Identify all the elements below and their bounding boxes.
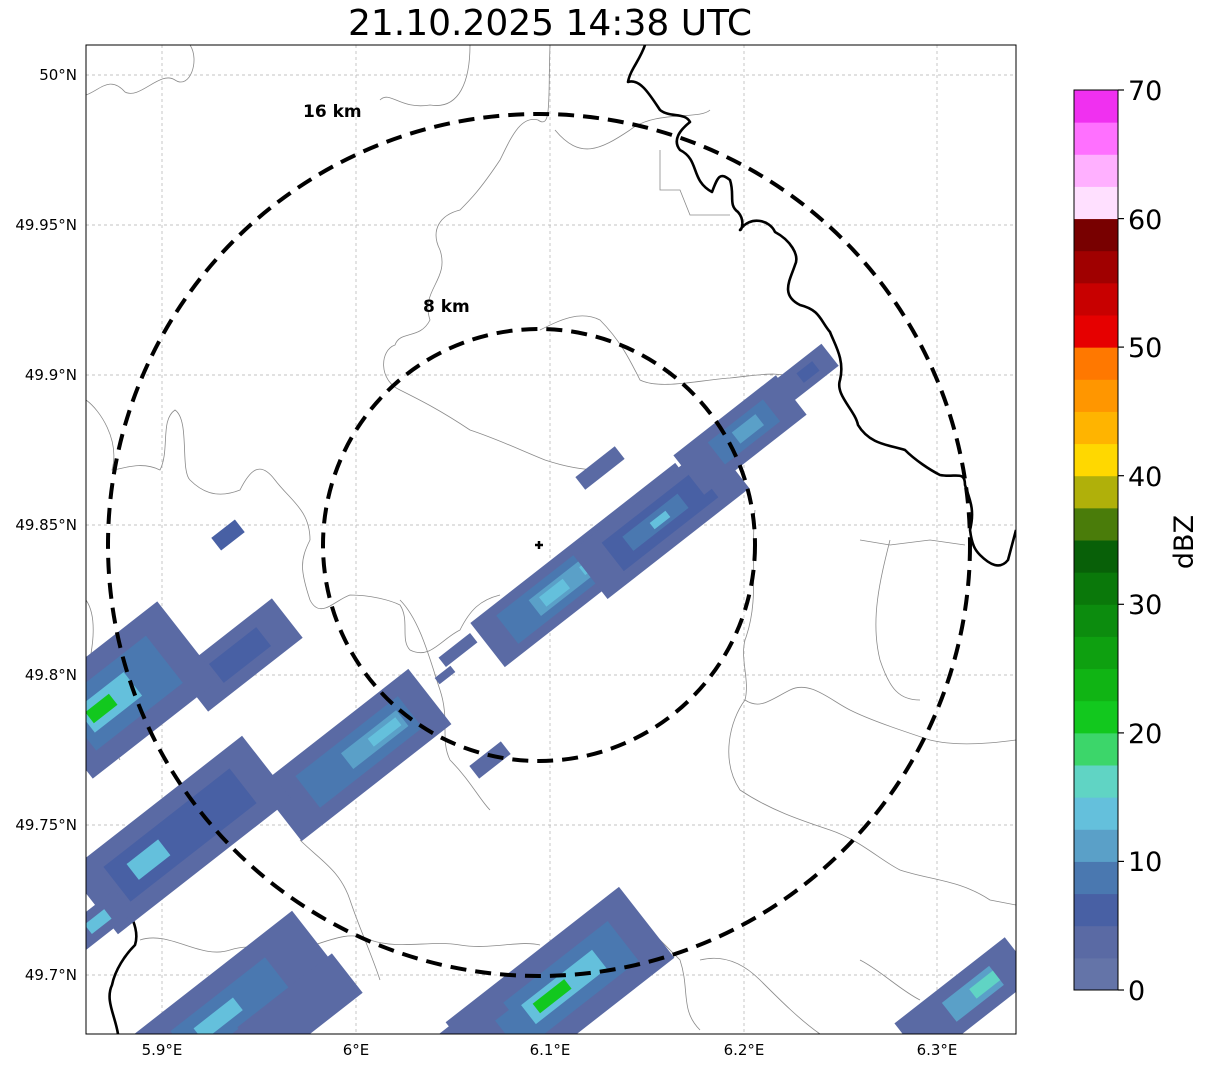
colorbar-segment: [1074, 732, 1118, 766]
colorbar-segment: [1074, 443, 1118, 477]
colorbar-segment: [1074, 829, 1118, 862]
x-tick-labels: 5.9°E 6°E 6.1°E 6.2°E 6.3°E: [142, 1041, 958, 1059]
colorbar-segment: [1074, 893, 1118, 927]
colorbar-segment: [1074, 90, 1118, 123]
colorbar-segment: [1074, 122, 1118, 155]
colorbar-ticks: [1118, 89, 1124, 991]
radar-echoes: [86, 343, 1016, 1034]
y-tick-label: 49.85°N: [15, 516, 77, 534]
colorbar-segment: [1074, 765, 1118, 798]
colorbar-tick-label: 70: [1128, 76, 1162, 107]
colorbar-segment: [1074, 250, 1118, 284]
x-tick-label: 6°E: [343, 1041, 370, 1059]
gridlines: [86, 45, 1016, 1034]
colorbar-segment: [1074, 475, 1118, 509]
colorbar-segment: [1074, 282, 1118, 316]
map-frame: [85, 44, 1017, 1035]
range-ring-8km: [321, 327, 757, 763]
colorbar-segment: [1074, 925, 1118, 959]
colorbar-segment: [1074, 668, 1118, 702]
colorbar-segment: [1074, 411, 1118, 445]
colorbar-segment: [1074, 315, 1118, 348]
colorbar-segment: [1074, 700, 1118, 734]
colorbar-segment: [1074, 957, 1118, 991]
map-plot-area: 16 km 8 km: [86, 45, 1016, 1034]
y-tick-label: 49.9°N: [25, 366, 77, 384]
colorbar-segment: [1074, 507, 1118, 541]
colorbar-segment: [1074, 861, 1118, 895]
y-tick-label: 49.7°N: [25, 966, 77, 984]
colorbar-tick-label: 0: [1128, 976, 1145, 1007]
y-tick-label: 49.95°N: [15, 216, 77, 234]
map-title: 21.10.2025 14:38 UTC: [347, 3, 753, 44]
ring-label-8km: 8 km: [423, 297, 470, 317]
colorbar-tick-label: 60: [1128, 205, 1162, 236]
colorbar-title: dBZ: [1169, 515, 1200, 569]
y-tick-label: 50°N: [39, 66, 77, 84]
colorbar-tick-label: 40: [1128, 462, 1162, 493]
colorbar-tick-labels: 0 10 20 30 40 50 60 70: [1128, 76, 1162, 1007]
colorbar-segments: [1074, 90, 1118, 991]
y-tick-label: 49.8°N: [25, 666, 77, 684]
colorbar-segment: [1074, 540, 1118, 573]
colorbar-segment: [1074, 218, 1118, 252]
colorbar-tick-label: 30: [1128, 590, 1162, 621]
colorbar-segment: [1074, 379, 1118, 412]
y-tick-label: 49.75°N: [15, 816, 77, 834]
colorbar-segment: [1074, 604, 1118, 637]
colorbar-tick-label: 10: [1128, 847, 1162, 878]
colorbar-segment: [1074, 186, 1118, 220]
colorbar-segment: [1074, 572, 1118, 605]
colorbar-segment: [1074, 154, 1118, 187]
y-tick-labels: 50°N 49.95°N 49.9°N 49.85°N 49.8°N 49.75…: [15, 66, 77, 984]
radar-site-marker: [535, 541, 543, 549]
admin-borders: [86, 45, 1016, 1034]
colorbar-segment: [1074, 797, 1118, 830]
colorbar-segment: [1074, 347, 1118, 380]
x-tick-label: 6.1°E: [530, 1041, 571, 1059]
colorbar-frame: [1073, 89, 1119, 991]
colorbar-tick-label: 50: [1128, 333, 1162, 364]
range-rings: [106, 112, 972, 978]
ring-label-16km: 16 km: [303, 102, 362, 122]
colorbar: 0 10 20 30 40 50 60 70 dBZ: [1073, 76, 1200, 1007]
colorbar-tick-label: 20: [1128, 719, 1162, 750]
x-tick-label: 6.2°E: [724, 1041, 765, 1059]
colorbar-segment: [1074, 636, 1118, 670]
range-ring-16km: [106, 112, 972, 978]
x-tick-label: 6.3°E: [917, 1041, 958, 1059]
x-tick-label: 5.9°E: [142, 1041, 183, 1059]
